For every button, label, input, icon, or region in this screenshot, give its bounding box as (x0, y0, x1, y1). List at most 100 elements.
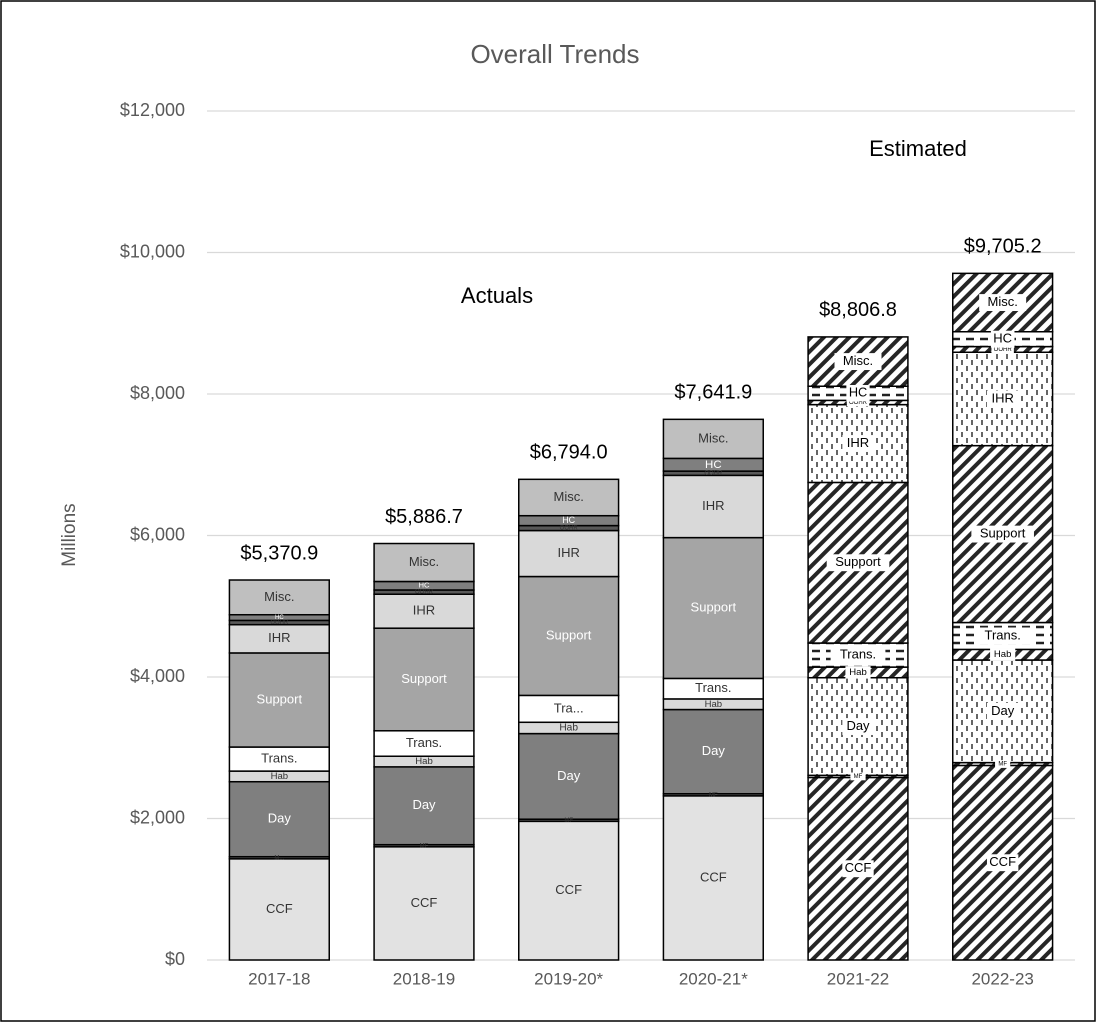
total-label: $5,370.9 (240, 542, 318, 564)
bar-segment (373, 627, 475, 732)
segment-label: MF (998, 762, 1007, 768)
segment-label: OOHR (415, 590, 434, 596)
x-tick-label: 2020-21* (679, 969, 748, 988)
segment-label: Support (691, 599, 737, 614)
segment-label: HC (275, 615, 284, 621)
segment-label: MF (709, 792, 718, 798)
y-tick-label: $4,000 (130, 666, 185, 686)
bar-segment (373, 542, 475, 583)
segment-label: HC (849, 385, 867, 400)
bar-segment (662, 474, 764, 539)
annotation: Estimated (869, 136, 967, 161)
segment-label: Misc. (264, 589, 294, 604)
segment-label: Day (991, 703, 1015, 718)
segment-label: Day (702, 743, 726, 758)
segment-label: Support (401, 671, 447, 686)
segment-label: Misc. (698, 430, 728, 445)
segment-label: Hab (559, 723, 578, 734)
segment-label: MF (420, 843, 429, 849)
segment-label: IHR (557, 545, 579, 560)
y-tick-label: $6,000 (130, 524, 185, 544)
bar-segment (373, 846, 475, 961)
bar-segment (518, 575, 620, 697)
segment-label: M... (274, 855, 284, 861)
y-axis-label: Millions (59, 503, 80, 566)
y-tick-label: $12,000 (120, 100, 185, 120)
segment-label: HC (418, 581, 430, 590)
label-background (846, 385, 870, 402)
bar-segment (518, 478, 620, 517)
segment-label: Day (557, 768, 581, 783)
segment-label: CCF (989, 854, 1016, 869)
segment-label: Day (268, 811, 292, 826)
segment-label: Trans. (406, 735, 442, 750)
segment-label: MF (564, 818, 573, 824)
segment-label: Support (835, 554, 881, 569)
segment-label: IHR (991, 390, 1013, 405)
label-background (834, 353, 882, 371)
segment-label: Hab (705, 699, 723, 710)
segment-label: IHR (847, 435, 869, 450)
total-label: $6,794.0 (530, 442, 608, 464)
label-background (986, 702, 1019, 720)
label-background (991, 345, 1014, 354)
label-background (850, 772, 866, 781)
segment-label: OOHR (560, 526, 579, 532)
segment-label: OOHR (270, 620, 289, 626)
segment-label: Trans. (261, 751, 297, 766)
bar-segment (518, 820, 620, 961)
bar-segment (228, 858, 330, 961)
segment-label: Misc. (553, 489, 583, 504)
bar-segment (518, 732, 620, 820)
segment-label: Misc. (843, 353, 873, 368)
x-tick-label: 2021-22 (827, 969, 889, 988)
segment-label: Day (846, 718, 870, 733)
segment-label: CCF (266, 901, 293, 916)
bar-segment (228, 579, 330, 616)
bar-segment (662, 795, 764, 961)
y-tick-label: $8,000 (130, 383, 185, 403)
label-background (986, 854, 1019, 872)
label-background (842, 718, 874, 735)
segment-label: Hab (994, 649, 1012, 660)
bar-segment (373, 593, 475, 629)
segment-label: MF (854, 774, 863, 780)
label-background (842, 435, 874, 452)
segment-label: HC (993, 331, 1012, 346)
x-tick-label: 2017-18 (248, 969, 310, 988)
segment-label: HC (562, 515, 575, 525)
total-label: $7,641.9 (674, 382, 752, 404)
total-label: $5,886.7 (385, 506, 463, 528)
label-background (845, 666, 871, 679)
segment-label: IHR (413, 603, 435, 618)
y-tick-label: $10,000 (120, 241, 185, 261)
segment-label: Day (412, 797, 436, 812)
segment-label: CCF (555, 882, 582, 897)
segment-label: IHR (268, 630, 290, 645)
segment-label: CCF (411, 895, 438, 910)
bar-segment (228, 623, 330, 654)
bar-segment (228, 652, 330, 748)
y-tick-label: $0 (165, 949, 185, 969)
annotation: Actuals (461, 283, 533, 308)
bar-segment (228, 746, 330, 772)
bar-segment (228, 780, 330, 858)
bar-segment (662, 418, 764, 460)
label-background (826, 554, 890, 572)
segment-label: HC (705, 459, 722, 471)
label-background (830, 646, 886, 664)
total-label: $8,806.8 (819, 299, 897, 321)
label-background (979, 294, 1027, 311)
y-tick-label: $2,000 (130, 807, 185, 827)
segment-label: CCF (845, 860, 872, 875)
segment-label: Hab (415, 756, 433, 767)
segment-label: Trans. (984, 627, 1020, 642)
x-tick-label: 2022-23 (971, 969, 1033, 988)
x-tick-label: 2019-20* (534, 969, 603, 988)
label-background (971, 525, 1034, 543)
segment-label: IHR (702, 498, 724, 513)
label-background (842, 860, 874, 878)
segment-label: Support (980, 526, 1026, 541)
label-background (986, 390, 1019, 408)
segment-label: OOHR (704, 471, 723, 477)
